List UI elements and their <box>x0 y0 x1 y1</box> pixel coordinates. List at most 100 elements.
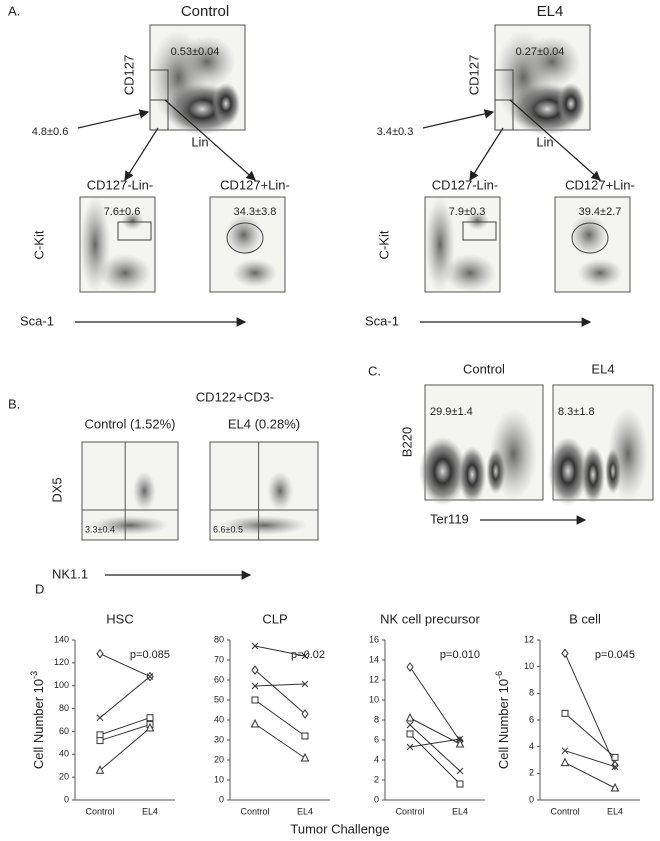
gate <box>462 221 497 241</box>
y-tick-label: 0 <box>219 794 224 804</box>
series-line <box>409 733 461 785</box>
panel-title: CD122+CD3- <box>196 389 274 404</box>
chart: B cell p=0.045 0 2 4 6 8 10 12 Control EL4 Cell Num… <box>494 611 640 816</box>
plot-title: Control <box>463 361 505 376</box>
series-line <box>564 750 616 768</box>
gate <box>117 221 152 241</box>
density <box>577 258 623 288</box>
chart: CLP p=0.02 0 10 20 30 40 50 60 70 80 Control EL4 <box>214 611 330 816</box>
gate-value: 7.6±0.6 <box>104 206 141 218</box>
y-tick-label: 12 <box>524 634 534 644</box>
panel-a-group: Control CD127 Lin 0.53±0.04 4.8±0.6 CD127-Lin… <box>20 3 290 328</box>
y-tick-label: 0 <box>529 794 534 804</box>
x-tick-label: EL4 <box>452 806 468 816</box>
axis-label: DX5 <box>49 477 64 502</box>
density <box>466 211 489 231</box>
density <box>91 515 169 536</box>
series-line <box>564 653 616 766</box>
series-line <box>99 717 151 736</box>
y-tick-label: 12 <box>369 674 379 684</box>
arrow <box>509 99 601 181</box>
y-tick-label: 30 <box>214 734 224 744</box>
density <box>523 35 581 88</box>
axis-label: Lin <box>536 134 553 149</box>
marker <box>406 730 414 738</box>
gate <box>149 99 169 131</box>
panel-label: C. <box>368 363 381 378</box>
marker <box>301 652 309 660</box>
flow-plot <box>424 196 501 293</box>
y-tick-label: 6 <box>374 734 379 744</box>
marker <box>301 680 309 688</box>
y-tick-label: 80 <box>59 703 69 713</box>
density <box>458 445 487 504</box>
series-line <box>254 723 306 759</box>
gate-value: 8.3±1.8 <box>558 406 595 418</box>
y-tick-label: 10 <box>214 774 224 784</box>
series-line <box>99 724 151 742</box>
y-tick-label: 14 <box>369 654 379 664</box>
y-tick-label: 140 <box>54 634 69 644</box>
gate <box>226 222 264 254</box>
flow-plot <box>79 196 156 293</box>
y-tick-label: 60 <box>214 674 224 684</box>
density <box>489 408 538 500</box>
sub-title: CD127+Lin- <box>565 177 635 192</box>
chart: HSC p=0.085 0 20 40 60 80 100 120 140 Control EL4 Ce… <box>29 611 175 816</box>
x-tick-label: Control <box>395 806 424 816</box>
marker <box>560 757 570 767</box>
chart-title: HSC <box>106 611 133 626</box>
y-tick-label: 0 <box>64 794 69 804</box>
flow-plot <box>554 196 631 293</box>
y-tick-label: 6 <box>529 714 534 724</box>
x-tick-label: EL4 <box>142 806 158 816</box>
marker <box>96 731 104 739</box>
panel-a-group: EL4 CD127 Lin 0.27±0.04 3.4±0.3 CD127-Lin- CD1… <box>365 3 635 328</box>
gate <box>494 99 514 131</box>
marker <box>455 738 465 748</box>
marker <box>300 752 310 762</box>
series-line <box>409 717 461 745</box>
axis-label: C-Kit <box>31 230 46 259</box>
density <box>443 254 497 292</box>
marker <box>561 648 569 659</box>
flow-plot <box>419 384 544 506</box>
annotation: p=0.045 <box>595 649 635 661</box>
marker <box>251 696 259 704</box>
density <box>132 471 156 511</box>
series-line <box>564 712 616 758</box>
y-tick-label: 70 <box>214 654 224 664</box>
y-tick-label: 10 <box>369 694 379 704</box>
density <box>220 515 308 536</box>
density <box>548 436 588 506</box>
plot-title: EL4 <box>591 361 614 376</box>
x-tick-label: EL4 <box>607 806 623 816</box>
y-tick-label: 40 <box>59 749 69 759</box>
y-tick-label: 50 <box>214 694 224 704</box>
density <box>608 408 648 500</box>
y-tick-label: 8 <box>374 714 379 724</box>
density <box>556 82 586 125</box>
density <box>419 436 467 506</box>
density <box>232 258 278 288</box>
annotation: p=0.085 <box>130 649 170 661</box>
group-title: EL4 <box>537 3 564 20</box>
y-tick-label: 60 <box>59 726 69 736</box>
axis-label: Lin <box>191 134 208 149</box>
x-tick-label: Control <box>240 806 269 816</box>
flow-plot <box>149 24 246 136</box>
series-line <box>99 653 151 678</box>
flow-plot <box>209 441 319 541</box>
arrow <box>77 109 150 129</box>
marker <box>561 709 569 717</box>
axis-label: Ter119 <box>430 511 469 526</box>
density <box>581 445 605 504</box>
series-line <box>409 738 461 748</box>
plot-title: EL4 (0.28%) <box>228 416 300 431</box>
marker <box>96 714 104 722</box>
y-axis-label-exponent: -6 <box>494 671 504 679</box>
axis-label: NK1.1 <box>52 566 88 581</box>
axis-label: Tumor Challenge <box>290 821 389 836</box>
arrow <box>422 109 495 129</box>
